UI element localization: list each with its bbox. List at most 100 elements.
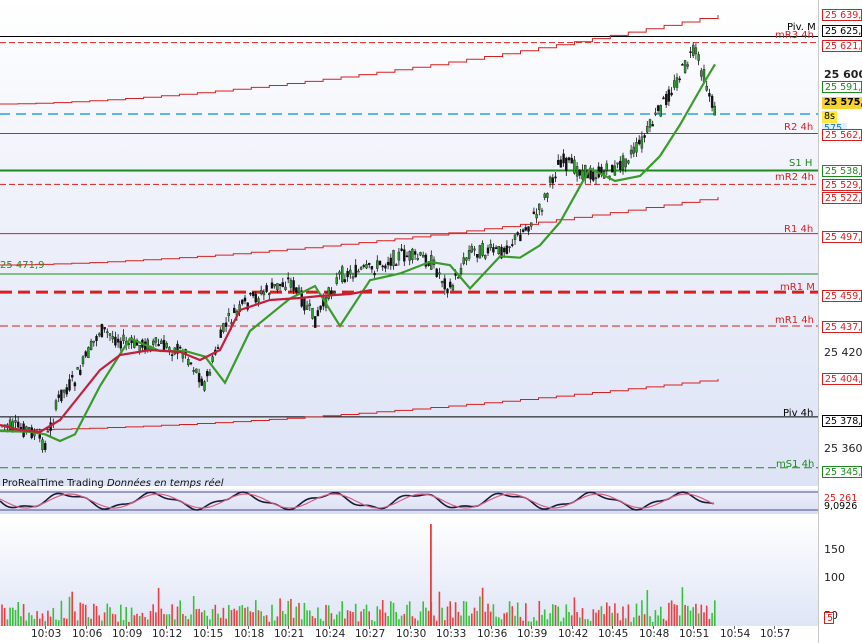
candle-body — [8, 419, 12, 430]
candle-body — [251, 292, 255, 296]
brand-caption: ProRealTime Trading Données en temps rée… — [2, 478, 224, 489]
candle-body — [316, 310, 320, 317]
volume-bar — [211, 609, 214, 626]
volume-bar — [236, 610, 238, 626]
volume-bar — [233, 608, 235, 626]
volume-bar — [165, 614, 168, 626]
volume-bar — [87, 617, 90, 626]
volume-bar — [603, 614, 605, 626]
candle-body — [457, 276, 460, 279]
volume-bar — [646, 590, 649, 626]
candle-body — [357, 270, 360, 273]
candle-body — [368, 263, 371, 265]
price-tag-mr1-4h: 25 437, — [822, 321, 862, 333]
volume-bar — [457, 611, 460, 626]
time-tick-1045: 10:45 — [598, 628, 629, 640]
candle-body — [557, 159, 560, 165]
candle-body — [386, 261, 390, 266]
volume-bar — [471, 613, 473, 626]
volume-bar — [319, 618, 322, 626]
candle-body — [705, 85, 708, 91]
volume-bar — [619, 620, 622, 626]
volume-bar — [678, 615, 681, 626]
volume-bar — [468, 615, 470, 626]
volume-bar — [138, 616, 141, 626]
candle-body — [654, 112, 657, 115]
volume-bar — [600, 606, 603, 626]
candle-body — [616, 162, 619, 165]
volume-bar — [120, 604, 122, 626]
price-tag-r2-4h: 25 562, — [822, 129, 862, 141]
volume-bar — [184, 615, 187, 626]
candle-body — [689, 51, 692, 54]
candle-body — [108, 333, 112, 336]
candle-body — [538, 203, 541, 210]
candle-body — [62, 389, 66, 393]
candle-body — [376, 260, 379, 269]
level-label-mr2-4h: mR2 4h — [775, 172, 814, 183]
volume-bar — [95, 605, 98, 626]
candle-body — [359, 267, 363, 270]
candle-body — [65, 387, 69, 395]
volume-bar — [371, 620, 373, 626]
volume-bar — [657, 615, 659, 626]
price-chart-panel[interactable]: 25 471,9 — [0, 0, 818, 486]
volume-bar — [519, 616, 522, 626]
volume-bar — [214, 604, 217, 626]
candle-body — [570, 157, 573, 164]
volume-bar — [522, 620, 524, 626]
volume-bar — [395, 611, 397, 626]
volume-bar — [449, 601, 451, 626]
volume-bar — [276, 616, 279, 626]
candle-body — [675, 77, 679, 88]
volume-bar — [71, 591, 73, 626]
level-label-r1-4h: R1 4h — [784, 224, 814, 235]
candle-body — [79, 369, 82, 375]
volume-bar — [376, 606, 379, 626]
volume-bar — [503, 613, 505, 626]
price-chart-canvas[interactable] — [0, 0, 818, 486]
candle-body — [449, 281, 452, 288]
candle-body — [73, 382, 77, 387]
volume-bar — [627, 604, 630, 626]
volume-bar — [244, 607, 246, 626]
volume-bar — [654, 610, 657, 626]
volume-bar — [101, 620, 103, 626]
volume-bar — [141, 612, 144, 626]
time-axis[interactable] — [0, 626, 818, 643]
volume-bar — [441, 607, 443, 626]
candle-body — [521, 229, 525, 232]
candle-body — [665, 93, 668, 106]
volume-bar — [114, 614, 117, 626]
candle-body — [187, 358, 190, 366]
oscillator-panel[interactable] — [0, 489, 818, 514]
candle-body — [319, 305, 322, 310]
oscillator-canvas — [0, 491, 818, 511]
candle-body — [403, 249, 406, 262]
volume-bar — [3, 607, 6, 626]
price-tick-25600: 25 600 — [824, 68, 862, 81]
candle-body — [519, 234, 522, 242]
volume-bar — [330, 613, 333, 626]
candle-body — [494, 247, 498, 249]
candle-body — [154, 337, 158, 343]
volume-bar — [705, 605, 708, 626]
candle-body — [378, 260, 382, 265]
volume-bar — [587, 619, 589, 626]
candle-body — [257, 298, 260, 303]
volume-bar — [25, 620, 28, 626]
candle-body — [659, 104, 662, 117]
candle-body — [243, 297, 247, 302]
volume-bar — [384, 612, 387, 626]
volume-bar — [479, 596, 481, 626]
candle-body — [100, 323, 104, 338]
candle-body — [216, 347, 220, 349]
volume-bar — [333, 619, 335, 626]
candle-body — [27, 427, 31, 429]
volume-panel[interactable] — [0, 516, 818, 626]
volume-bar — [246, 606, 249, 626]
volume-bar — [36, 611, 38, 626]
pivot-riser-lower — [0, 379, 719, 431]
volume-bar — [352, 611, 354, 626]
volume-bar — [225, 618, 227, 626]
